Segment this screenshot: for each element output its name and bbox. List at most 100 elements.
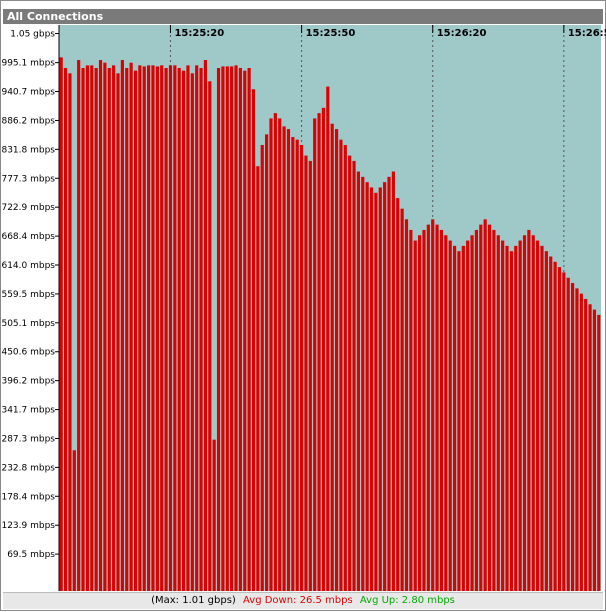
bars-layer xyxy=(59,57,601,592)
y-tick-label: 505.1 mbps xyxy=(1,319,55,329)
down-bar xyxy=(265,134,269,592)
window-title: All Connections xyxy=(3,9,603,24)
y-tick-label: 1.05 gbps xyxy=(10,29,55,39)
avg-up-readout: Avg Up: 2.80 mbps xyxy=(359,595,455,606)
down-bar xyxy=(492,229,496,591)
down-bar xyxy=(256,166,260,591)
down-bar xyxy=(59,57,63,591)
down-bar xyxy=(579,293,583,591)
down-bar xyxy=(160,65,164,591)
down-bar xyxy=(68,73,72,592)
down-bar xyxy=(562,272,566,591)
down-bar xyxy=(369,187,374,592)
down-bar xyxy=(230,66,234,591)
down-bar xyxy=(536,240,540,592)
down-bar xyxy=(426,224,430,591)
down-bar xyxy=(212,439,216,591)
down-bar xyxy=(247,68,251,592)
down-bar xyxy=(313,118,317,591)
y-axis: 1.05 gbps 995.1 mbps 940.7 mbps 886.2 mbps 8… xyxy=(1,29,59,560)
down-bar xyxy=(321,107,326,591)
down-bar xyxy=(221,66,225,591)
down-bar xyxy=(505,245,509,591)
down-bar xyxy=(90,65,94,591)
down-bar xyxy=(147,65,151,591)
y-tick-label: 178.4 mbps xyxy=(1,492,55,502)
down-bar xyxy=(584,298,588,591)
down-bar xyxy=(186,65,190,591)
down-bar xyxy=(98,60,103,592)
y-tick-label: 831.8 mbps xyxy=(1,145,55,155)
down-bar xyxy=(409,229,413,591)
down-bar xyxy=(496,235,500,591)
down-bar xyxy=(422,229,426,591)
down-bar xyxy=(216,68,221,592)
down-bar xyxy=(514,245,518,591)
down-bar xyxy=(107,68,111,592)
down-bar xyxy=(501,240,505,592)
max-readout: (Max: 1.01 gbps) xyxy=(151,595,236,606)
down-bar xyxy=(448,240,452,592)
x-tick-label: 15:26:50 xyxy=(568,28,606,39)
down-bar xyxy=(282,126,286,592)
x-tick-label: 15:26:20 xyxy=(437,28,487,39)
down-bar xyxy=(575,288,579,591)
down-bar xyxy=(474,229,479,591)
down-bar xyxy=(103,62,107,591)
down-bar xyxy=(173,65,177,591)
down-bar xyxy=(361,176,365,591)
down-bar xyxy=(452,245,457,591)
y-tick-label: 722.9 mbps xyxy=(1,203,55,213)
down-bar xyxy=(164,68,168,592)
down-bar xyxy=(168,65,173,591)
down-bar xyxy=(317,113,321,592)
down-bar xyxy=(295,139,299,592)
down-bar xyxy=(435,224,439,591)
down-bar xyxy=(391,171,395,591)
down-bar xyxy=(527,229,531,591)
down-bar xyxy=(592,309,597,591)
down-bar xyxy=(203,60,208,592)
down-bar xyxy=(339,139,343,592)
down-bar xyxy=(81,68,85,592)
down-bar xyxy=(343,144,347,591)
down-bar xyxy=(549,256,553,591)
down-bar xyxy=(518,240,522,592)
down-bar xyxy=(383,182,387,591)
y-tick-label: 232.8 mbps xyxy=(1,463,55,473)
down-bar xyxy=(352,160,356,592)
down-bar xyxy=(509,251,513,591)
down-bar xyxy=(522,235,527,591)
down-bar xyxy=(374,192,378,591)
down-bar xyxy=(540,245,544,591)
down-bar xyxy=(571,283,575,591)
down-bar xyxy=(439,229,444,591)
down-bar xyxy=(133,70,138,591)
down-bar xyxy=(291,137,295,591)
down-bar xyxy=(418,235,422,591)
down-bar xyxy=(94,68,98,592)
down-bar xyxy=(260,144,264,591)
down-bar xyxy=(151,65,155,591)
x-axis: 15:25:20 15:25:50 15:26:20 15:26:50 xyxy=(169,25,606,39)
status-footer: (Max: 1.01 gbps) Avg Down: 26.5 mbps Avg… xyxy=(3,592,603,609)
down-bar xyxy=(330,123,334,591)
down-bar xyxy=(234,65,238,591)
down-bar xyxy=(243,70,247,591)
down-bar xyxy=(396,198,400,591)
down-bar xyxy=(378,187,382,592)
down-bar xyxy=(63,68,68,592)
y-tick-label: 341.7 mbps xyxy=(1,406,55,416)
y-tick-label: 450.6 mbps xyxy=(1,348,55,358)
down-bar xyxy=(195,65,199,591)
down-bar xyxy=(387,176,391,591)
x-tick-label: 15:25:50 xyxy=(306,28,356,39)
down-bar xyxy=(225,66,229,591)
down-bar xyxy=(238,68,242,592)
down-bar xyxy=(431,219,435,591)
down-bar xyxy=(470,235,474,591)
down-bar xyxy=(334,129,339,591)
down-bar xyxy=(544,251,548,591)
y-tick-label: 777.3 mbps xyxy=(1,174,55,184)
